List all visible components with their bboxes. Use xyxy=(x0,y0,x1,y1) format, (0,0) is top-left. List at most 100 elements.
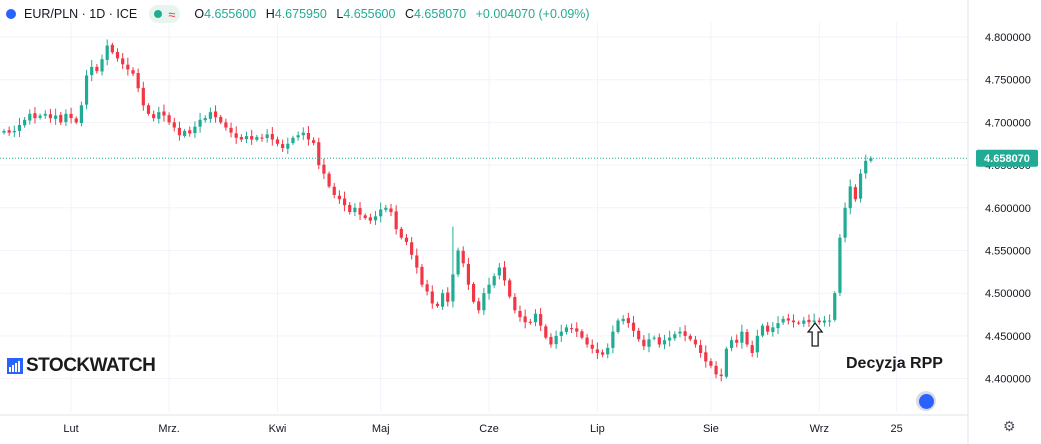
candle-body xyxy=(580,331,584,338)
candle xyxy=(59,112,63,125)
candle xyxy=(146,103,151,116)
candle-body xyxy=(508,280,512,297)
symbol-title[interactable]: EUR/PLN · 1D · ICE xyxy=(24,7,138,21)
candle-body xyxy=(100,59,104,72)
candle-body xyxy=(141,87,145,106)
candle-body xyxy=(198,119,202,127)
candle-body xyxy=(446,292,450,302)
candle xyxy=(399,226,403,240)
candle-body xyxy=(224,122,228,128)
candle-body xyxy=(286,143,290,149)
candle xyxy=(642,335,646,351)
candle-body xyxy=(59,114,63,123)
candle-body xyxy=(502,267,507,281)
candle xyxy=(595,342,599,360)
low-label: L xyxy=(336,7,344,21)
candle-body xyxy=(688,335,692,340)
candle xyxy=(564,324,569,335)
candle-body xyxy=(771,327,775,332)
candle-body xyxy=(348,204,352,213)
candle-body xyxy=(549,336,553,345)
candle xyxy=(270,127,274,146)
candle xyxy=(864,154,868,179)
candle-body xyxy=(621,318,625,322)
candle-body xyxy=(791,320,796,323)
candle-body xyxy=(729,340,734,349)
candle xyxy=(652,335,656,341)
candle xyxy=(657,333,661,348)
candle-body xyxy=(255,136,259,140)
candle xyxy=(575,322,579,338)
candle-body xyxy=(373,216,378,221)
candle-body xyxy=(404,237,409,242)
candle-body xyxy=(296,135,300,138)
candle-body xyxy=(337,195,341,200)
candle xyxy=(296,131,300,141)
candle xyxy=(446,287,450,307)
candle xyxy=(802,316,806,328)
x-tick-label: Kwi xyxy=(269,423,287,435)
market-status-pill[interactable]: ≈ xyxy=(149,5,181,23)
candle-body xyxy=(275,139,280,144)
candle-body xyxy=(570,328,574,330)
candle xyxy=(554,330,558,349)
high-label: H xyxy=(265,7,275,21)
candle xyxy=(838,234,842,297)
candle-body xyxy=(234,133,238,138)
candle-body xyxy=(693,339,698,345)
candle-body xyxy=(482,293,486,311)
candle xyxy=(435,301,440,308)
open-label: O xyxy=(194,7,205,21)
candle xyxy=(353,203,357,217)
candle-body xyxy=(513,296,517,311)
symbol-dot-icon xyxy=(6,9,16,19)
candle-body xyxy=(95,66,99,72)
candle xyxy=(7,126,11,136)
candle xyxy=(559,324,563,342)
candle xyxy=(755,329,759,358)
candle-body xyxy=(755,335,759,353)
candle xyxy=(105,39,109,66)
candle xyxy=(198,112,202,133)
candle-body xyxy=(327,173,331,187)
candle-body xyxy=(714,365,718,375)
candle-body xyxy=(7,130,11,133)
candle xyxy=(33,107,37,124)
candle-body xyxy=(544,326,548,338)
candle xyxy=(781,315,785,325)
candle xyxy=(858,169,863,203)
candle-body xyxy=(12,130,16,133)
candle-body xyxy=(533,313,538,323)
candle xyxy=(631,315,636,337)
candle xyxy=(502,261,507,286)
x-tick-label: Maj xyxy=(372,423,390,435)
candle-body xyxy=(394,211,398,230)
candle-body xyxy=(363,215,367,219)
globe-icon[interactable] xyxy=(916,391,936,411)
candle xyxy=(729,336,734,352)
candle xyxy=(523,309,527,329)
brand-name: STOCKWATCH xyxy=(26,355,156,376)
x-tick-label: 25 xyxy=(891,423,903,435)
market-open-icon xyxy=(154,10,163,18)
candle xyxy=(461,246,465,268)
candle xyxy=(229,122,233,138)
up-arrow-icon xyxy=(806,321,824,347)
candle-body xyxy=(188,130,192,134)
gear-icon[interactable]: ⚙ xyxy=(1003,418,1016,434)
candle xyxy=(177,121,182,141)
candle-body xyxy=(441,293,445,307)
candle-body xyxy=(312,140,316,143)
candle-body xyxy=(28,113,32,121)
candle xyxy=(441,289,445,310)
candle-body xyxy=(539,314,543,326)
candle-body xyxy=(559,331,563,336)
candle-body xyxy=(84,75,89,105)
candle-body xyxy=(162,111,166,116)
candle xyxy=(740,324,744,349)
candle-body xyxy=(637,330,641,340)
candle-body xyxy=(724,348,728,377)
candle-body xyxy=(126,64,130,70)
candle xyxy=(244,131,249,144)
